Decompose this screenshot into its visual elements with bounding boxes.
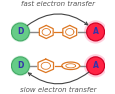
FancyArrowPatch shape (28, 72, 88, 84)
Text: A: A (92, 61, 98, 70)
Text: fast electron transfer: fast electron transfer (21, 1, 94, 7)
Text: A: A (92, 27, 98, 36)
Circle shape (83, 20, 106, 44)
Text: D: D (17, 27, 23, 36)
Circle shape (11, 23, 29, 41)
Circle shape (85, 56, 105, 76)
FancyArrowPatch shape (27, 14, 87, 26)
Circle shape (11, 57, 29, 75)
Circle shape (10, 22, 30, 42)
Text: D: D (17, 61, 23, 70)
Circle shape (83, 54, 106, 77)
Circle shape (86, 57, 104, 75)
Circle shape (85, 22, 105, 42)
Circle shape (10, 56, 30, 76)
Circle shape (86, 23, 104, 41)
Text: slow electron transfer: slow electron transfer (20, 87, 95, 93)
